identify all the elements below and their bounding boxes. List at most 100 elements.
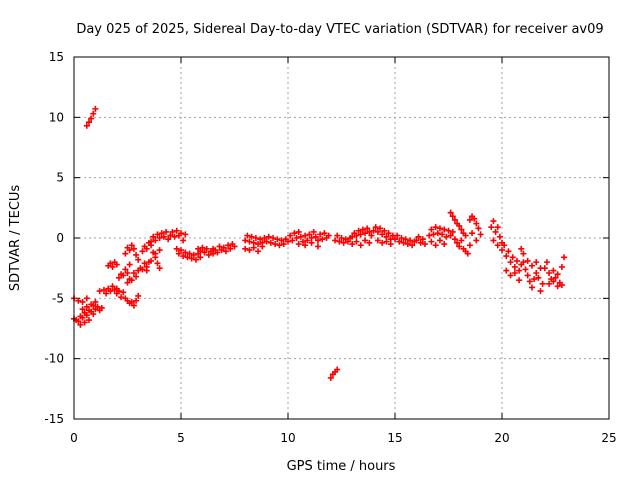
data-point [552, 274, 559, 281]
data-point [398, 235, 405, 241]
data-point [379, 231, 386, 238]
data-point [109, 283, 116, 290]
data-point [473, 237, 480, 244]
chart-title: Day 025 of 2025, Sidereal Day-to-day VTE… [76, 22, 603, 37]
data-point [186, 250, 193, 257]
data-point [526, 278, 533, 285]
data-point [383, 238, 390, 245]
data-point [511, 263, 518, 270]
data-point [83, 122, 90, 129]
data-point [428, 226, 435, 233]
data-point [392, 236, 398, 243]
data-point [462, 232, 469, 239]
data-point [152, 237, 159, 244]
data-point [203, 245, 210, 252]
data-point [541, 265, 548, 272]
data-point [184, 254, 191, 261]
data-point [115, 288, 122, 295]
data-point [554, 283, 561, 290]
data-point [524, 272, 531, 279]
data-point [120, 289, 127, 296]
data-point [139, 266, 146, 273]
data-point [317, 231, 324, 238]
data-point [133, 297, 140, 304]
data-point [550, 278, 557, 285]
data-point [432, 242, 439, 249]
data-point [537, 288, 544, 295]
data-point [524, 257, 531, 264]
data-point [109, 263, 116, 270]
data-point [128, 242, 135, 249]
data-point [79, 306, 86, 313]
data-point [366, 228, 373, 235]
y-axis-label: SDTVAR / TECUs [8, 185, 23, 292]
data-point [357, 242, 364, 249]
data-point [507, 259, 514, 266]
data-point [180, 237, 187, 244]
data-point [280, 241, 287, 248]
data-point [75, 318, 82, 325]
data-point [511, 269, 518, 276]
data-point [267, 239, 274, 246]
data-point [359, 226, 366, 233]
data-point [163, 228, 170, 235]
data-point [415, 233, 422, 240]
data-point [103, 290, 110, 297]
data-point [430, 231, 437, 238]
data-point [135, 256, 142, 263]
data-point [372, 224, 379, 231]
data-point [130, 302, 137, 309]
data-point [201, 249, 208, 256]
data-point [334, 232, 341, 239]
data-point [516, 267, 523, 274]
data-point [128, 298, 135, 305]
data-point [225, 242, 232, 249]
data-point [156, 235, 163, 241]
data-point [302, 232, 309, 239]
data-point [379, 239, 386, 246]
data-point [148, 257, 155, 264]
data-point [173, 227, 180, 234]
data-point [126, 261, 133, 268]
data-point [456, 243, 463, 250]
data-point [550, 267, 557, 274]
data-point [558, 263, 565, 270]
data-point [272, 241, 279, 248]
data-point [83, 303, 90, 310]
x-tick-label: 0 [70, 431, 78, 445]
data-point [128, 277, 135, 284]
data-point [242, 245, 249, 252]
data-point [332, 237, 339, 244]
data-point [349, 241, 356, 248]
data-point [374, 228, 381, 235]
data-point [368, 232, 375, 239]
data-point [231, 243, 238, 250]
data-point [396, 238, 403, 245]
data-point [505, 248, 512, 255]
y-tick-label: -5 [52, 291, 64, 305]
data-point [90, 110, 97, 117]
data-point [252, 235, 259, 241]
data-point [92, 298, 99, 305]
data-point [531, 276, 538, 283]
data-point [126, 247, 133, 254]
data-point [124, 269, 131, 276]
data-point [417, 239, 424, 246]
data-point [449, 228, 456, 235]
x-tick-label: 20 [494, 431, 509, 445]
data-point [96, 288, 103, 295]
data-point [377, 225, 384, 232]
y-tick-label: 10 [49, 110, 64, 124]
data-point [304, 237, 311, 244]
data-point [178, 230, 184, 237]
data-point [98, 304, 105, 311]
data-point [182, 231, 189, 238]
data-point [370, 227, 377, 234]
x-tick-label: 5 [177, 431, 185, 445]
data-point [496, 233, 503, 240]
data-point [439, 231, 446, 238]
x-axis-label: GPS time / hours [287, 459, 396, 474]
data-point [535, 274, 542, 281]
data-point [381, 227, 388, 234]
data-point [135, 292, 142, 299]
